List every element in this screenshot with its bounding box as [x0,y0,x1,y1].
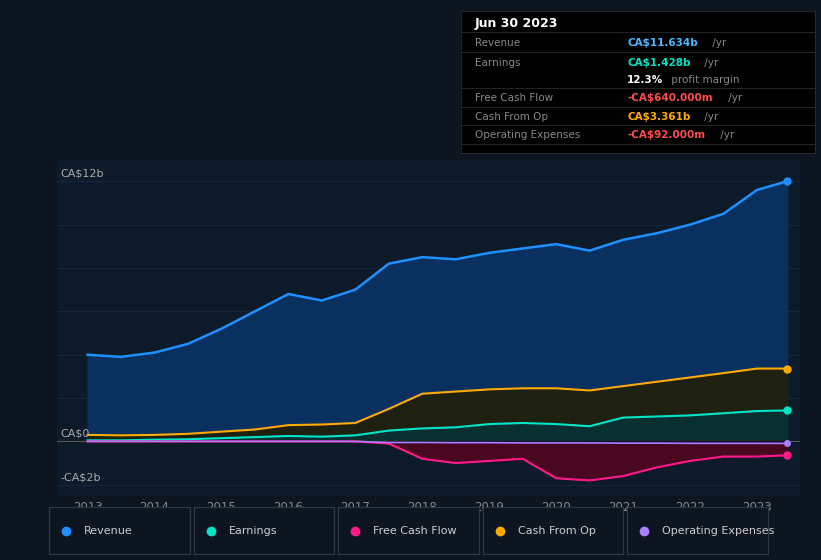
Text: CA$12b: CA$12b [61,169,104,179]
Text: Revenue: Revenue [475,38,520,48]
Text: /yr: /yr [700,58,718,68]
Text: /yr: /yr [700,112,718,122]
Text: Earnings: Earnings [229,526,277,535]
Text: /yr: /yr [725,94,742,104]
Text: 12.3%: 12.3% [627,75,663,85]
Text: /yr: /yr [709,38,726,48]
Text: Operating Expenses: Operating Expenses [663,526,775,535]
Text: Cash From Op: Cash From Op [518,526,596,535]
Text: Cash From Op: Cash From Op [475,112,548,122]
Text: -CA$640.000m: -CA$640.000m [627,94,713,104]
Text: -CA$92.000m: -CA$92.000m [627,130,705,140]
Text: CA$3.361b: CA$3.361b [627,112,690,122]
Text: CA$11.634b: CA$11.634b [627,38,698,48]
Text: Revenue: Revenue [85,526,133,535]
Text: Operating Expenses: Operating Expenses [475,130,580,140]
Text: CA$1.428b: CA$1.428b [627,58,690,68]
Text: Free Cash Flow: Free Cash Flow [475,94,553,104]
Text: CA$0: CA$0 [61,429,90,439]
Text: Earnings: Earnings [475,58,521,68]
Text: -CA$2b: -CA$2b [61,472,101,482]
Text: /yr: /yr [717,130,734,140]
Text: Jun 30 2023: Jun 30 2023 [475,17,558,30]
Text: profit margin: profit margin [668,75,740,85]
Text: Free Cash Flow: Free Cash Flow [374,526,457,535]
